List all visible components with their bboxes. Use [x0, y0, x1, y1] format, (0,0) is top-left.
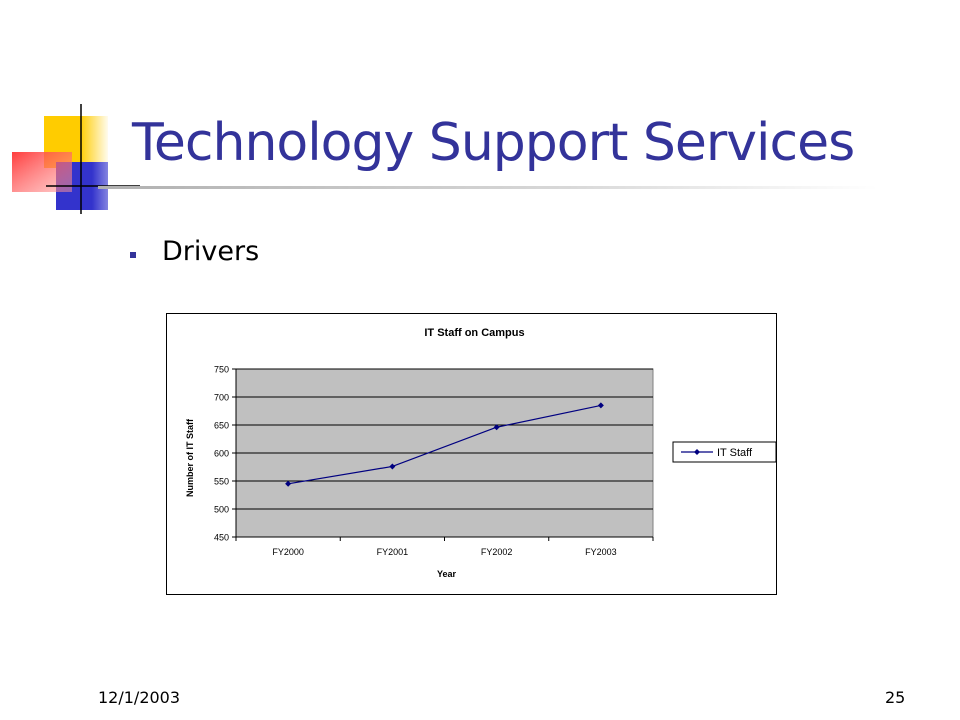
bullet-marker: [130, 251, 136, 258]
y-tick-label: 550: [214, 477, 229, 487]
y-tick-label: 450: [214, 533, 229, 543]
page-number: 25: [885, 688, 906, 707]
legend-box: [672, 441, 777, 463]
y-tick-label: 500: [214, 505, 229, 515]
data-point: [493, 424, 500, 431]
legend-label: IT Staff: [717, 447, 753, 459]
x-tick-label: FY2001: [377, 547, 409, 557]
data-point: [285, 480, 292, 487]
y-tick-label: 750: [214, 365, 229, 375]
y-tick-label: 700: [214, 393, 229, 403]
chart-container: 450 500 550 600 650 700 750 FY2000 FY2001 FY2002 F…: [166, 313, 777, 595]
title-underline: [98, 186, 878, 189]
x-tick-label: FY2002: [481, 547, 513, 557]
data-point: [597, 402, 604, 409]
data-point: [389, 463, 396, 470]
slide-title: Technology Support Services: [132, 113, 855, 173]
series-line: [288, 404, 601, 485]
bullet-item: Drivers: [130, 236, 259, 267]
x-tick-label: FY2003: [585, 547, 617, 557]
x-axis-title: Year: [437, 569, 457, 579]
chart-svg: 450 500 550 600 650 700 750 FY2000 FY2001 FY2002 F…: [185, 327, 777, 579]
legend-marker: [694, 449, 700, 455]
footer-date: 12/1/2003: [98, 688, 181, 707]
y-tick-label: 600: [214, 449, 229, 459]
x-tick-label: FY2000: [272, 547, 304, 557]
chart-title: IT Staff on Campus: [424, 327, 524, 339]
y-tick-label: 650: [214, 421, 229, 431]
bullet-text: Drivers: [162, 236, 260, 267]
slide-logo: [12, 104, 140, 214]
y-axis-title: Number of IT Staff: [185, 418, 195, 497]
